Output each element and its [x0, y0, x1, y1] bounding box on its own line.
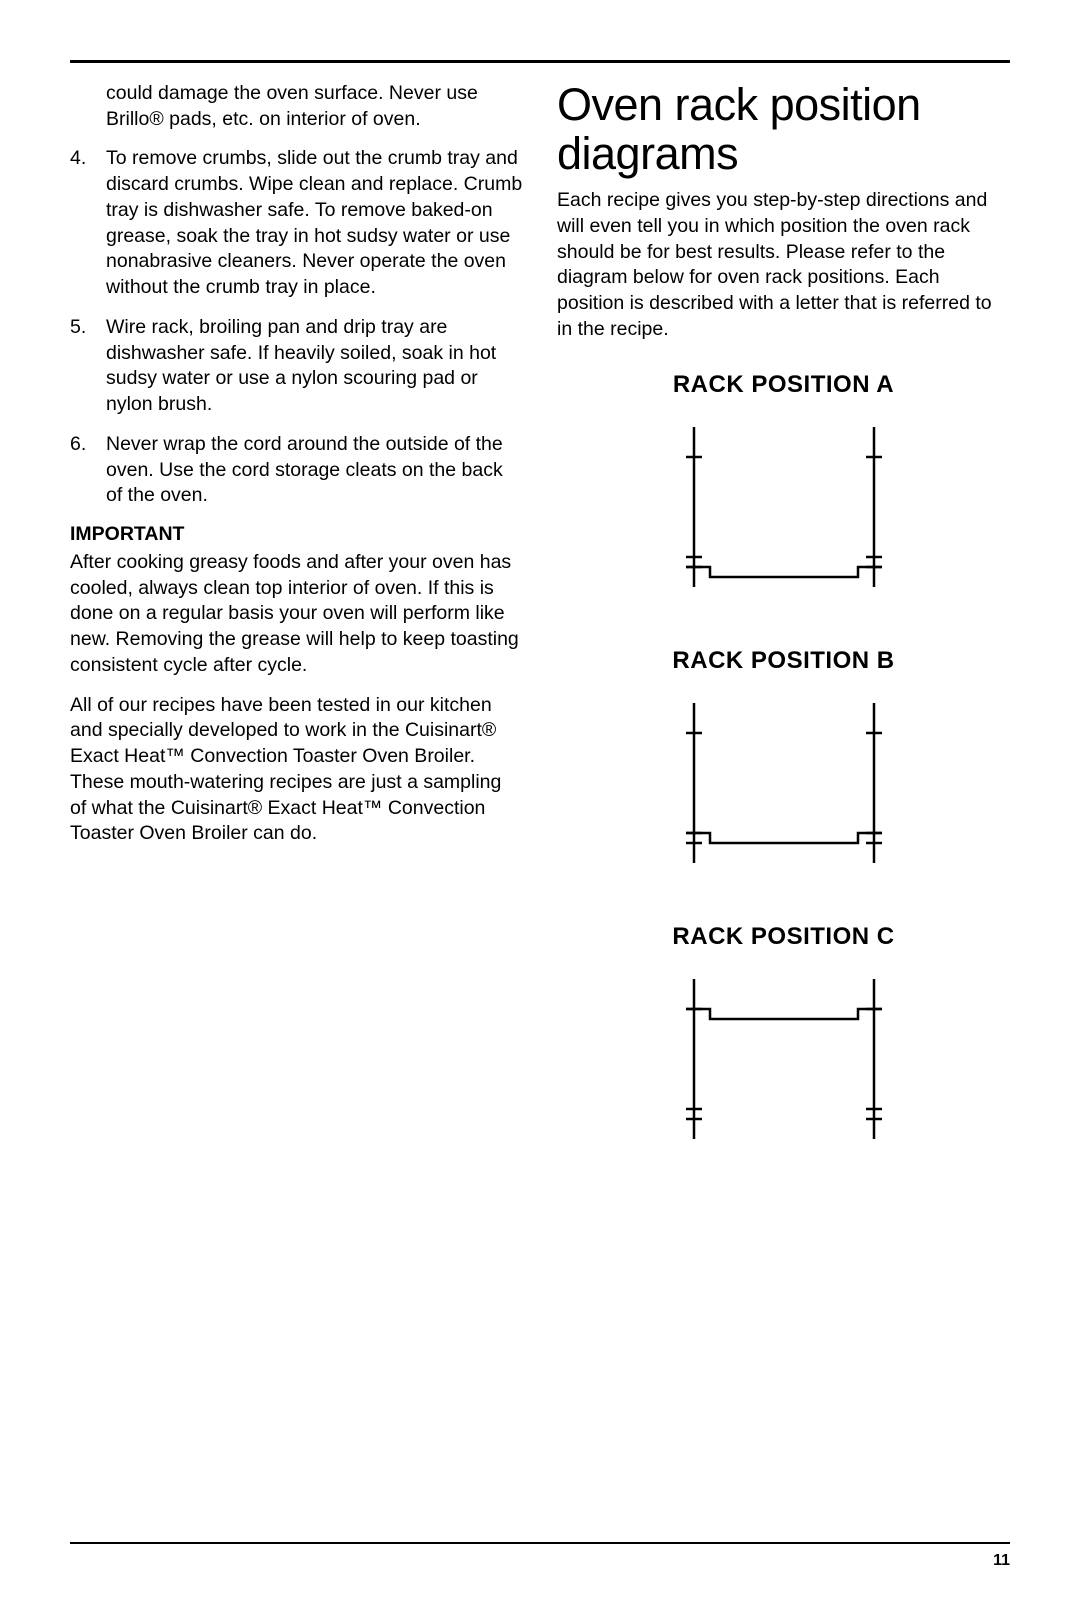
rack-position-b-label: RACK POSITION B [557, 647, 1010, 675]
list-item-6: 6. Never wrap the cord around the outsid… [70, 432, 523, 509]
recipes-paragraph: All of our recipes have been tested in o… [70, 693, 523, 847]
rack-position-c-diagram [644, 969, 924, 1149]
list-text: Wire rack, broiling pan and drip tray ar… [106, 315, 523, 418]
list-text: To remove crumbs, slide out the crumb tr… [106, 146, 523, 300]
left-column: could damage the oven surface. Never use… [70, 81, 523, 1199]
top-rule [70, 60, 1010, 63]
rack-position-c-label: RACK POSITION C [557, 923, 1010, 951]
continued-paragraph: could damage the oven surface. Never use… [106, 81, 523, 132]
right-column: Oven rack position diagrams Each recipe … [557, 81, 1010, 1199]
bottom-rule [70, 1542, 1010, 1544]
list-text: Never wrap the cord around the outside o… [106, 432, 523, 509]
important-heading: IMPORTANT [70, 523, 523, 546]
page-number: 11 [70, 1552, 1010, 1570]
rack-position-a-diagram [644, 417, 924, 597]
list-number: 4. [70, 146, 92, 300]
rack-position-b-diagram [644, 693, 924, 873]
list-number: 6. [70, 432, 92, 509]
section-intro: Each recipe gives you step-by-step direc… [557, 188, 1010, 342]
important-paragraph: After cooking greasy foods and after you… [70, 550, 523, 679]
footer: 11 [70, 1542, 1010, 1570]
two-column-layout: could damage the oven surface. Never use… [70, 81, 1010, 1199]
section-title: Oven rack position diagrams [557, 81, 1010, 178]
list-item-4: 4. To remove crumbs, slide out the crumb… [70, 146, 523, 300]
list-number: 5. [70, 315, 92, 418]
list-item-5: 5. Wire rack, broiling pan and drip tray… [70, 315, 523, 418]
rack-position-a-label: RACK POSITION A [557, 371, 1010, 399]
